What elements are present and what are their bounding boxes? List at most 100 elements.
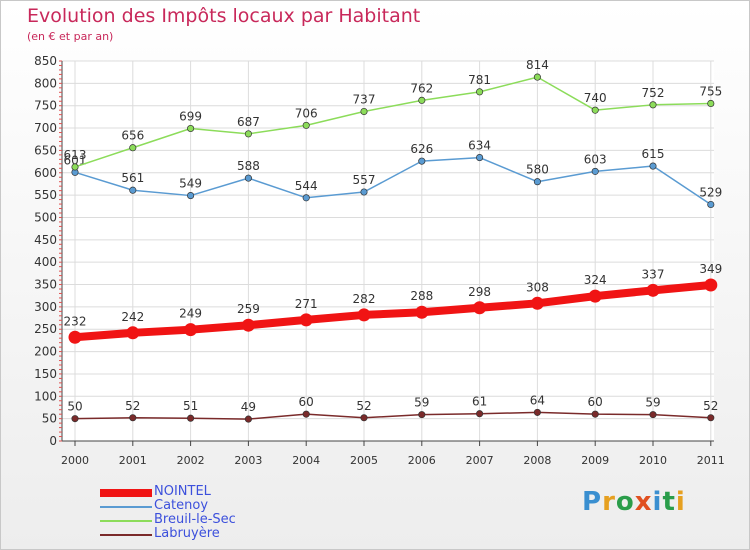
data-label: 588 <box>237 159 260 173</box>
data-label: 656 <box>121 129 144 143</box>
data-label: 242 <box>121 310 144 324</box>
x-tick-label: 2003 <box>234 454 262 467</box>
plot-area <box>62 61 714 441</box>
data-point <box>533 73 541 81</box>
series-line-catenoy <box>74 156 712 206</box>
data-label: 282 <box>353 292 376 306</box>
y-tick-label: 700 <box>34 121 57 135</box>
data-label: 603 <box>584 152 607 166</box>
data-label: 557 <box>353 173 376 187</box>
data-label: 52 <box>125 399 140 413</box>
legend-label: NOINTEL <box>154 484 211 499</box>
data-point <box>241 318 255 332</box>
data-label: 706 <box>295 106 318 120</box>
data-label: 60 <box>299 395 314 409</box>
y-tick-label: 800 <box>34 76 57 90</box>
data-point <box>360 107 368 116</box>
data-label: 259 <box>237 302 260 316</box>
data-label: 64 <box>530 393 545 407</box>
data-point <box>71 415 79 423</box>
y-tick-label: 850 <box>34 54 57 68</box>
y-tick-label: 100 <box>34 389 57 403</box>
y-tick-label: 600 <box>34 166 57 180</box>
y-tick-label: 350 <box>34 278 57 292</box>
legend-swatch <box>100 489 152 497</box>
data-label: 762 <box>410 81 433 95</box>
y-tick-label: 250 <box>34 322 57 336</box>
logo-letter: i <box>652 487 663 517</box>
series-line-labruy-re <box>74 411 712 420</box>
y-tick-label: 50 <box>42 412 57 426</box>
x-tick-label: 2008 <box>523 454 551 467</box>
data-point <box>129 414 137 422</box>
logo-letter: i <box>675 487 686 517</box>
data-point <box>476 154 484 162</box>
x-tick-label: 2001 <box>119 454 147 467</box>
logo-letter: r <box>602 487 616 517</box>
data-label: 687 <box>237 115 260 129</box>
data-label: 288 <box>410 289 433 303</box>
data-label: 337 <box>642 267 665 281</box>
data-point <box>591 167 599 175</box>
data-label: 544 <box>295 179 318 193</box>
x-tick-label: 2006 <box>408 454 436 467</box>
data-label: 781 <box>468 73 491 87</box>
data-point <box>71 163 79 171</box>
data-point <box>473 301 487 315</box>
x-tick-label: 2000 <box>61 454 89 467</box>
data-label: 755 <box>699 84 722 98</box>
data-label: 298 <box>468 285 491 299</box>
data-point <box>530 296 544 310</box>
data-label: 52 <box>356 399 371 413</box>
y-tick-label: 150 <box>34 367 57 381</box>
x-tick-label: 2011 <box>697 454 725 467</box>
data-label: 601 <box>64 153 87 167</box>
data-point <box>418 96 426 104</box>
data-label: 61 <box>472 395 487 409</box>
series-line-breuil-le-sec <box>74 76 712 168</box>
data-point <box>588 289 602 303</box>
data-label: 615 <box>642 147 665 161</box>
data-point <box>68 330 82 344</box>
data-point <box>533 408 541 416</box>
data-point <box>649 162 657 170</box>
data-label: 613 <box>64 148 87 162</box>
x-tick-label: 2010 <box>639 454 667 467</box>
y-tick-label: 650 <box>34 143 57 157</box>
data-point <box>126 326 140 340</box>
y-tick-label: 300 <box>34 300 57 314</box>
data-point <box>302 121 310 129</box>
data-label: 699 <box>179 110 202 124</box>
data-point <box>244 174 252 182</box>
data-point <box>360 188 368 196</box>
data-label: 51 <box>183 399 198 413</box>
data-point <box>707 200 715 209</box>
data-point <box>244 130 252 138</box>
data-point <box>533 178 541 186</box>
data-label: 349 <box>699 262 722 276</box>
x-tick-label: 2009 <box>581 454 609 467</box>
legend-swatch <box>100 506 152 508</box>
legend-swatch <box>100 520 152 522</box>
data-point <box>184 323 198 337</box>
data-label: 752 <box>642 86 665 100</box>
data-point <box>591 106 599 114</box>
data-label: 60 <box>588 395 603 409</box>
data-point <box>649 411 657 419</box>
data-point <box>302 410 310 418</box>
data-label: 580 <box>526 163 549 177</box>
data-point <box>187 414 195 422</box>
data-point <box>129 144 137 152</box>
legend-label: Labruyère <box>154 526 220 541</box>
chart-title: Evolution des Impôts locaux par Habitant <box>27 5 421 27</box>
data-label: 814 <box>526 58 549 72</box>
data-label: 561 <box>121 171 144 185</box>
data-point <box>646 283 660 297</box>
data-point <box>418 411 426 419</box>
logo-letter: t <box>662 487 676 517</box>
logo-letter: x <box>634 487 653 517</box>
data-label: 549 <box>179 177 202 191</box>
data-label: 626 <box>410 142 433 156</box>
x-tick-label: 2007 <box>466 454 494 467</box>
